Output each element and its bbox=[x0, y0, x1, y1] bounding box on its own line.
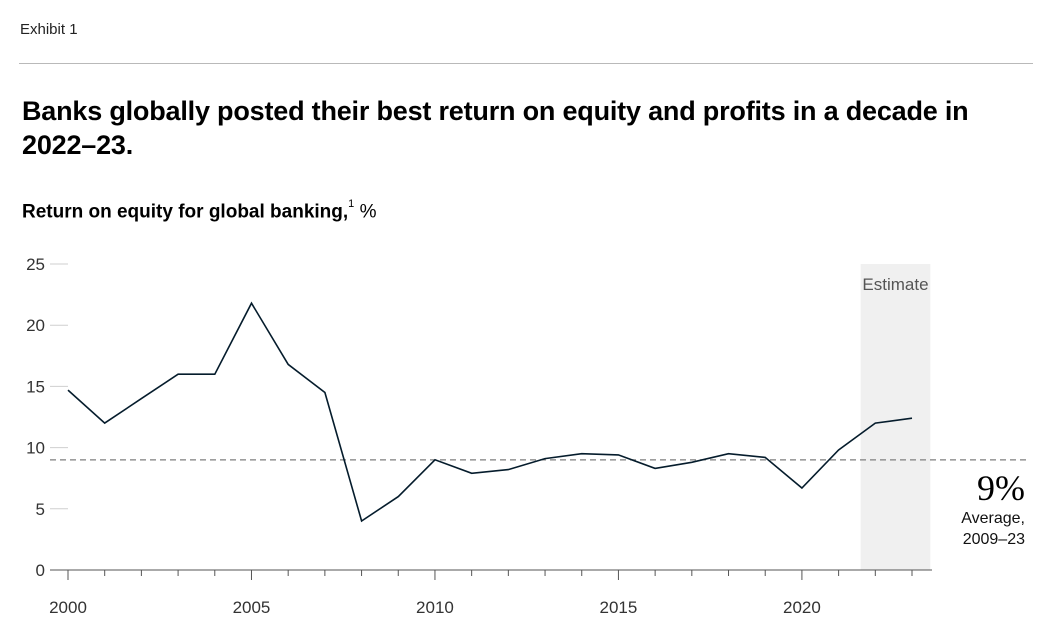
data-point bbox=[654, 467, 656, 469]
chart-subtitle: Return on equity for global banking,1 % bbox=[22, 198, 377, 223]
data-point bbox=[691, 461, 693, 463]
data-point bbox=[177, 373, 179, 375]
header-divider bbox=[19, 63, 1033, 64]
data-point bbox=[507, 469, 509, 471]
data-point bbox=[801, 487, 803, 489]
x-tick-label: 2010 bbox=[416, 598, 454, 617]
footnote-marker: 1 bbox=[348, 198, 355, 210]
y-tick-label: 5 bbox=[36, 500, 45, 519]
data-point bbox=[250, 302, 252, 304]
exhibit-label: Exhibit 1 bbox=[20, 21, 78, 38]
data-point bbox=[911, 417, 913, 419]
y-tick-label: 10 bbox=[26, 439, 45, 458]
data-point bbox=[434, 459, 436, 461]
y-tick-label: 15 bbox=[26, 377, 45, 396]
x-tick-label: 2020 bbox=[783, 598, 821, 617]
estimate-region bbox=[860, 264, 931, 570]
subtitle-text: Return on equity for global banking, bbox=[22, 201, 349, 223]
data-point bbox=[104, 422, 106, 424]
data-point bbox=[874, 422, 876, 424]
data-point bbox=[764, 456, 766, 458]
data-point bbox=[728, 453, 730, 455]
average-caption-line2: 2009–23 bbox=[963, 531, 1025, 548]
x-tick-label: 2005 bbox=[233, 598, 271, 617]
data-point bbox=[544, 458, 546, 460]
data-point bbox=[581, 453, 583, 455]
estimate-label: Estimate bbox=[862, 275, 928, 294]
data-point bbox=[397, 496, 399, 498]
data-point bbox=[838, 449, 840, 451]
data-point bbox=[617, 454, 619, 456]
subtitle-unit: % bbox=[354, 201, 377, 223]
data-point bbox=[214, 373, 216, 375]
x-tick-label: 2015 bbox=[600, 598, 638, 617]
chart-title: Banks globally posted their best return … bbox=[22, 96, 969, 160]
data-point bbox=[140, 398, 142, 400]
y-tick-label: 0 bbox=[36, 561, 45, 580]
roe-series-line bbox=[67, 301, 913, 523]
average-caption-line1: Average, bbox=[961, 510, 1025, 527]
x-tick-label: 2000 bbox=[49, 598, 87, 617]
data-point bbox=[324, 392, 326, 394]
y-tick-label: 25 bbox=[26, 255, 45, 274]
data-point bbox=[287, 363, 289, 365]
data-point bbox=[67, 389, 69, 391]
data-point bbox=[471, 472, 473, 474]
y-tick-label: 20 bbox=[26, 316, 45, 335]
average-value-label: 9% bbox=[977, 468, 1025, 508]
data-point bbox=[361, 520, 363, 522]
